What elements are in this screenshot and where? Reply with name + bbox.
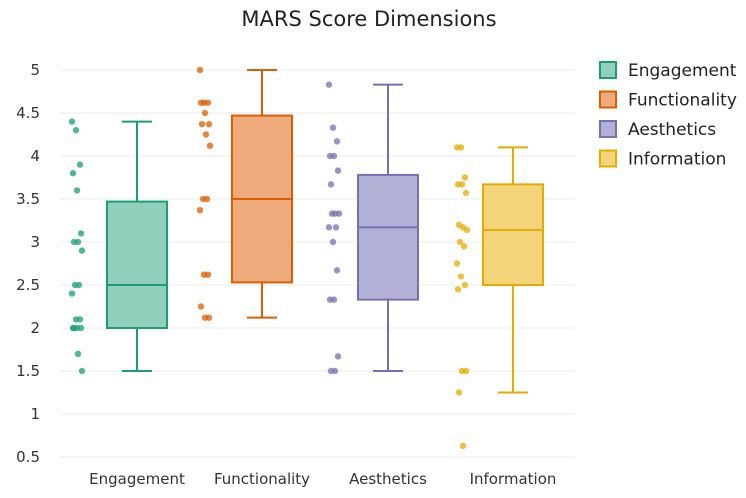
data-point [196, 206, 204, 214]
data-point [204, 271, 212, 278]
data-point [197, 303, 205, 310]
data-point [334, 167, 342, 174]
data-point [205, 120, 213, 128]
data-point [462, 189, 470, 197]
data-point [68, 118, 76, 125]
data-point [76, 316, 84, 323]
data-point [461, 174, 469, 181]
legend-item: Engagement [599, 61, 737, 81]
data-point [198, 120, 206, 128]
data-point [335, 210, 343, 217]
data-point [330, 296, 338, 303]
legend-label: Engagement [628, 61, 737, 81]
data-point [69, 170, 77, 177]
y-tick-label: 2.5 [16, 276, 40, 294]
data-point [333, 138, 341, 145]
data-point [332, 224, 340, 231]
data-point [453, 260, 461, 267]
legend-label: Functionality [628, 91, 737, 111]
legend-label: Information [628, 150, 726, 170]
data-point [77, 324, 85, 332]
data-point [205, 314, 213, 321]
data-point [75, 281, 83, 289]
legend-item: Functionality [599, 90, 737, 111]
data-point [463, 226, 471, 234]
data-point [325, 81, 333, 88]
data-point [327, 181, 335, 188]
legend-swatch [599, 61, 617, 79]
y-tick-label: 1.5 [16, 362, 40, 380]
data-point [330, 152, 338, 160]
data-point [68, 290, 76, 297]
y-tick-label: 0.5 [16, 448, 40, 466]
y-tick-label: 3.5 [16, 190, 40, 208]
x-tick-label: Functionality [214, 470, 310, 488]
y-tick-label: 5 [30, 61, 40, 79]
y-tick-label: 3 [30, 233, 40, 251]
data-point [455, 389, 463, 396]
legend: Engagement Functionality Aesthetics Informa… [599, 61, 737, 170]
iqr-box [357, 173, 419, 301]
data-point [70, 324, 78, 332]
box-engagement [68, 118, 168, 375]
data-point [73, 187, 81, 194]
y-tick-label: 4 [30, 147, 40, 165]
y-axis: 0.5 1 1.5 2 2.5 3 3.5 4 4.5 5 [16, 61, 40, 466]
data-point [77, 230, 85, 237]
data-point [331, 367, 339, 375]
box-information [453, 144, 544, 450]
data-point [197, 99, 205, 106]
data-point [78, 367, 86, 375]
data-point [456, 238, 464, 246]
box-aesthetics [325, 81, 419, 375]
data-point [74, 238, 82, 246]
data-point [333, 267, 341, 274]
box-functionality [196, 66, 293, 321]
data-point [325, 224, 333, 231]
data-point [328, 210, 336, 217]
data-point [459, 442, 467, 450]
iqr-box [482, 183, 544, 287]
legend-item: Information [599, 149, 726, 170]
x-tick-label: Engagement [89, 470, 185, 488]
chart-title: MARS Score Dimensions [241, 7, 496, 31]
x-tick-label: Information [470, 470, 557, 488]
data-point [457, 144, 465, 151]
x-tick-label: Aesthetics [349, 470, 427, 488]
data-point [201, 109, 209, 117]
data-point [461, 281, 469, 289]
plot-area [68, 66, 544, 450]
y-tick-label: 2 [30, 319, 40, 337]
data-point [457, 273, 465, 280]
data-point [454, 286, 462, 293]
data-point [204, 99, 212, 106]
data-point [196, 66, 204, 74]
iqr-box [106, 200, 168, 329]
legend-swatch [599, 120, 617, 138]
data-point [203, 195, 211, 203]
data-point [460, 243, 468, 250]
x-axis: Engagement Functionality Aesthetics Informa… [89, 470, 556, 488]
data-point [334, 353, 342, 360]
data-point [72, 127, 80, 134]
data-point [76, 161, 84, 168]
data-point [329, 124, 337, 131]
legend-swatch [599, 90, 617, 109]
data-point [74, 350, 82, 357]
y-tick-label: 1 [30, 405, 40, 423]
legend-item: Aesthetics [599, 120, 716, 140]
data-point [458, 181, 466, 188]
legend-swatch [599, 149, 617, 168]
y-tick-label: 4.5 [16, 104, 40, 122]
data-point [202, 131, 210, 138]
data-point [329, 238, 337, 246]
data-point [78, 247, 86, 254]
legend-label: Aesthetics [628, 120, 716, 140]
data-point [462, 367, 470, 375]
data-point [206, 142, 214, 149]
